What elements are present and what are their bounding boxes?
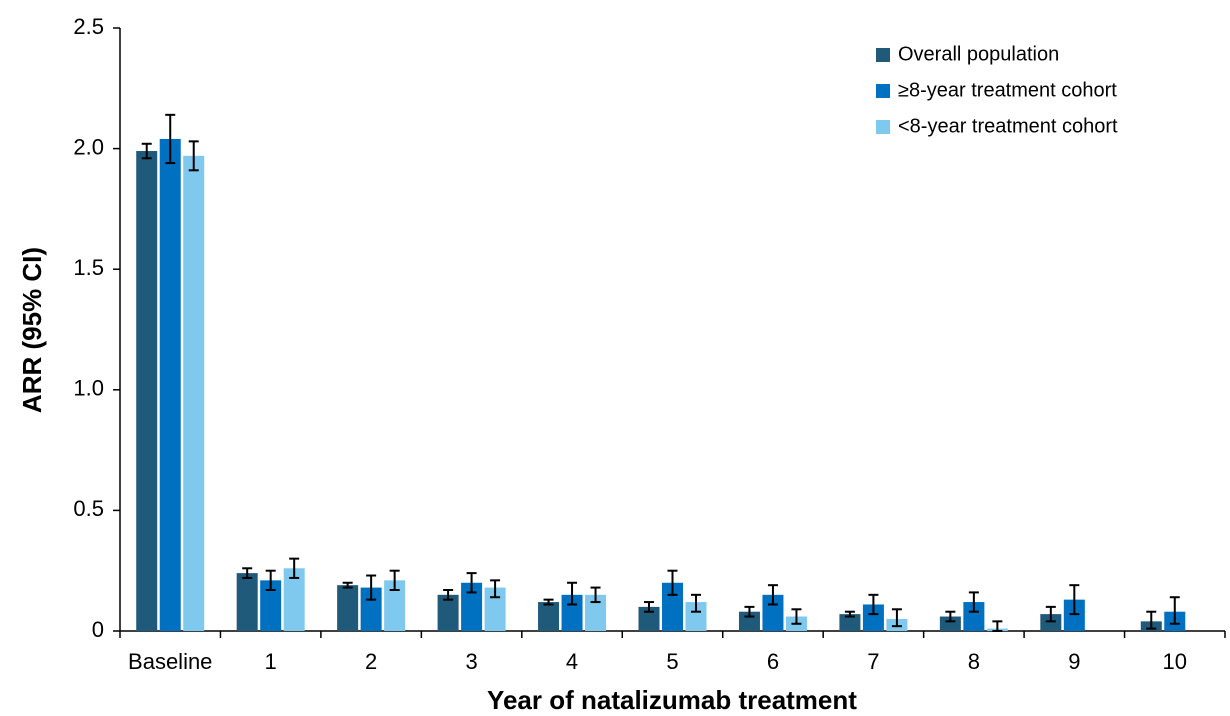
bar	[183, 155, 205, 631]
error-bar	[590, 586, 601, 604]
bar	[136, 151, 158, 631]
y-tick-label: 2.0	[73, 134, 104, 159]
bar	[159, 138, 181, 631]
bar	[862, 604, 884, 631]
error-bar	[644, 601, 654, 613]
legend-label: ≥8-year treatment cohort	[898, 79, 1117, 101]
error-bar	[188, 140, 199, 172]
error-bar	[443, 588, 454, 601]
x-tick-label: 7	[867, 649, 879, 674]
error-bar	[165, 113, 176, 165]
bar	[963, 602, 985, 631]
bar	[839, 614, 861, 631]
x-tick-label: 2	[365, 649, 377, 674]
error-bar	[543, 598, 554, 606]
bar	[461, 582, 483, 631]
x-tick-label: 8	[968, 649, 980, 674]
bar	[337, 585, 359, 631]
x-tick-label: 5	[666, 649, 678, 674]
error-bar	[868, 593, 879, 616]
legend-label: Overall population	[898, 43, 1059, 65]
error-bar	[691, 593, 701, 613]
legend-label: <8-year treatment cohort	[898, 115, 1118, 137]
legend-swatch	[876, 120, 890, 134]
y-tick-label: 1.5	[73, 255, 104, 280]
error-bar	[1146, 610, 1157, 630]
error-bar	[567, 581, 578, 606]
x-tick-label: 4	[566, 649, 578, 674]
y-tick-label: 0.5	[73, 496, 104, 521]
x-tick-label: Baseline	[128, 649, 212, 674]
error-bar	[744, 605, 755, 618]
error-bar	[265, 569, 276, 591]
bar	[384, 580, 406, 631]
error-bar	[767, 584, 778, 606]
error-bar	[1169, 596, 1180, 625]
x-tick-label: 9	[1068, 649, 1080, 674]
bar	[685, 602, 707, 631]
legend-swatch	[876, 48, 890, 62]
bar	[1040, 614, 1062, 631]
y-tick-label: 0	[92, 617, 104, 642]
error-bar	[141, 142, 152, 160]
error-bar	[1069, 584, 1080, 616]
x-tick-label: 3	[465, 649, 477, 674]
y-tick-label: 1.0	[73, 376, 104, 401]
bar	[260, 580, 282, 631]
y-tick-label: 2.5	[73, 14, 104, 39]
error-bar	[945, 610, 956, 623]
error-bar	[844, 610, 855, 618]
bar	[283, 568, 305, 631]
error-bar	[389, 569, 400, 591]
bar	[538, 602, 560, 631]
error-bar	[891, 608, 902, 628]
bar	[236, 573, 258, 631]
bar	[561, 594, 583, 631]
error-bar	[490, 579, 501, 599]
x-tick-label: 6	[767, 649, 779, 674]
bar	[1063, 599, 1085, 631]
bar	[662, 582, 683, 631]
x-tick-label: 10	[1163, 649, 1187, 674]
bar	[437, 594, 459, 631]
error-bar	[289, 557, 300, 579]
bar	[762, 594, 784, 631]
bar	[360, 587, 382, 631]
error-bar	[242, 567, 253, 579]
error-bar	[791, 608, 802, 625]
bar	[939, 616, 961, 631]
bar	[484, 587, 506, 631]
error-bar	[667, 569, 678, 596]
bar	[738, 611, 760, 631]
bar	[585, 594, 607, 631]
error-bar	[968, 591, 979, 613]
x-axis-title: Year of natalizumab treatment	[487, 685, 857, 715]
error-bar	[1045, 605, 1056, 623]
error-bar	[342, 581, 353, 589]
x-tick-label: 1	[265, 649, 277, 674]
error-bar	[992, 620, 1003, 632]
y-axis-title: ARR (95% CI)	[17, 247, 47, 413]
error-bar	[366, 574, 377, 601]
bar	[638, 606, 660, 631]
legend-swatch	[876, 84, 890, 98]
error-bar	[466, 572, 477, 594]
